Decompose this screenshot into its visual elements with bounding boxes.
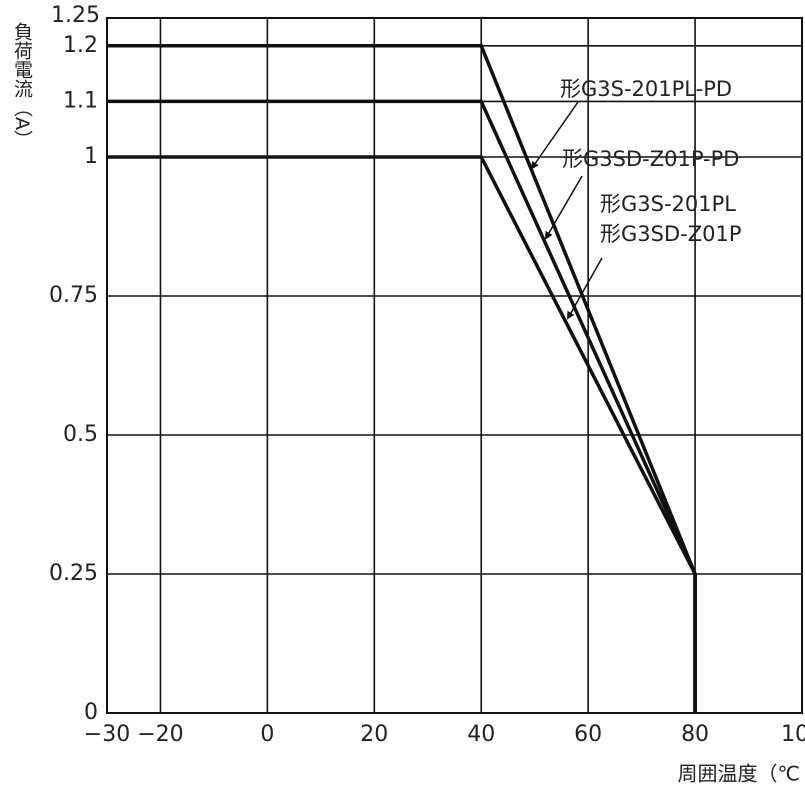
- series-label: 形G3S-201PL: [600, 192, 736, 216]
- y-tick-label: 1: [84, 144, 98, 169]
- x-tick-label: 60: [574, 722, 602, 747]
- leader-line: [544, 175, 583, 240]
- leader-line: [567, 257, 603, 320]
- x-tick-label: 80: [681, 722, 709, 747]
- y-tick-label: 0.25: [49, 561, 98, 586]
- x-tick-label: −20: [137, 722, 183, 747]
- y-tick-label: 1.1: [63, 88, 98, 113]
- x-tick-label: 40: [467, 722, 495, 747]
- series-label: 形G3SD-Z01P: [600, 222, 741, 246]
- leader-line: [530, 101, 579, 170]
- series-label: 形G3SD-Z01P-PD: [562, 147, 739, 171]
- x-tick-label: 100: [781, 722, 805, 747]
- y-tick-label: 1.2: [63, 33, 98, 58]
- y-axis-label: 負荷電流（A）: [11, 22, 33, 149]
- y-tick-label: 0.5: [63, 422, 98, 447]
- x-tick-label: 20: [360, 722, 388, 747]
- series-line: [107, 155, 697, 713]
- y-tick-label: 1.25: [51, 3, 100, 28]
- series-label: 形G3S-201PL-PD: [560, 77, 732, 101]
- x-tick-label: −30: [84, 722, 130, 747]
- y-tick-label: 0.75: [49, 283, 98, 308]
- plot-frame: [106, 17, 803, 714]
- y-tick-label: 0: [84, 700, 98, 725]
- x-axis-label: 周囲温度（℃: [678, 762, 800, 786]
- x-tick-label: 0: [260, 722, 274, 747]
